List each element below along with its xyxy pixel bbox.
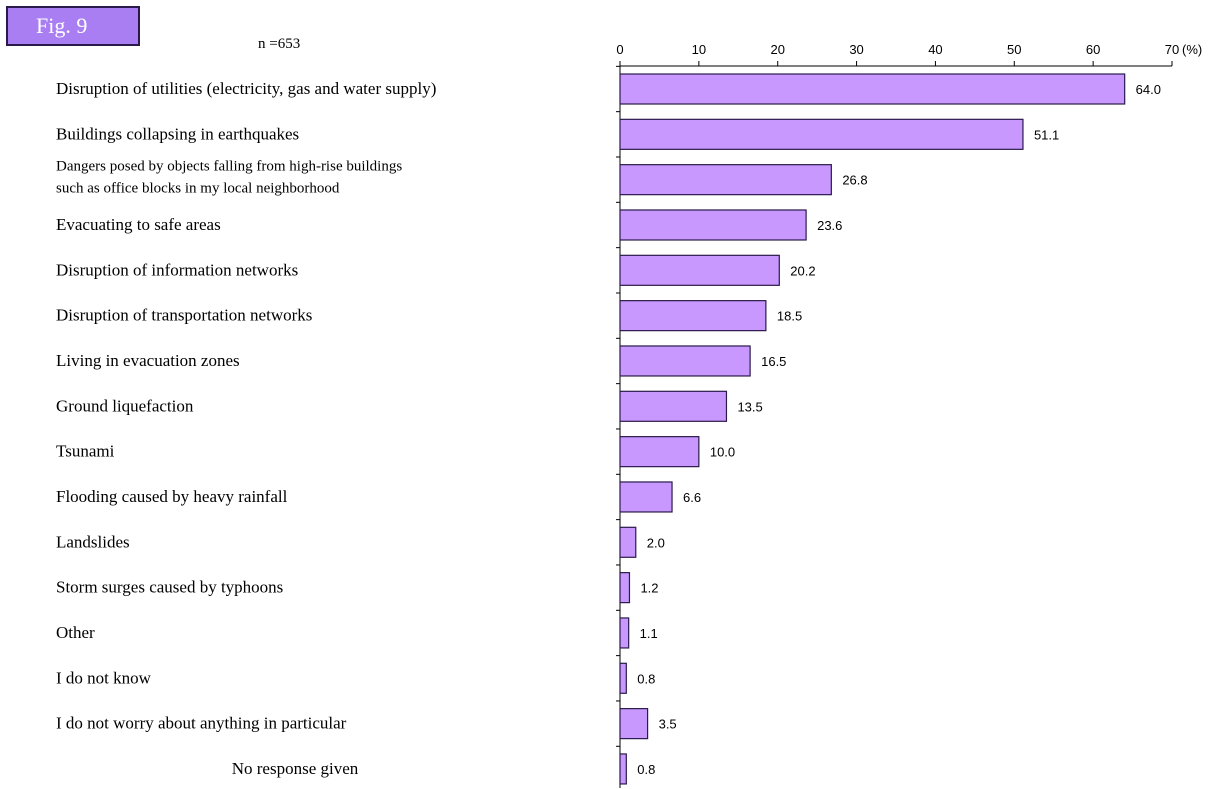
bar	[619, 164, 832, 196]
figure-badge: Fig. 9	[6, 6, 140, 46]
x-tick-label: 0	[616, 42, 623, 57]
category-label: I do not worry about anything in particu…	[56, 714, 347, 733]
bar-value-label: 13.5	[737, 399, 762, 414]
bar-value-label: 26.8	[842, 173, 867, 188]
bar	[619, 118, 1024, 150]
category-label: Evacuating to safe areas	[56, 215, 221, 234]
bar	[619, 662, 627, 694]
sample-size-label: n =653	[258, 36, 301, 52]
category-label: Buildings collapsing in earthquakes	[56, 124, 299, 143]
bar	[619, 209, 807, 241]
bar-value-label: 1.1	[640, 626, 658, 641]
bar-value-label: 6.6	[683, 490, 701, 505]
bar-value-label: 64.0	[1136, 82, 1161, 97]
bar	[619, 481, 673, 513]
bar-value-label: 0.8	[637, 671, 655, 686]
x-tick-label: 40	[928, 42, 942, 57]
category-label: Ground liquefaction	[56, 396, 194, 415]
x-tick-label: 30	[849, 42, 863, 57]
bar-value-label: 16.5	[761, 354, 786, 369]
x-tick-label: 50	[1007, 42, 1021, 57]
x-tick-label: 10	[692, 42, 706, 57]
category-label: Disruption of information networks	[56, 260, 298, 279]
x-axis-unit: (%)	[1182, 42, 1202, 57]
bar	[619, 254, 780, 286]
bar-value-label: 18.5	[777, 309, 802, 324]
bar	[619, 73, 1126, 105]
bar-value-label: 20.2	[790, 263, 815, 278]
bar-value-label: 23.6	[817, 218, 842, 233]
bar	[619, 572, 631, 604]
category-label: such as office blocks in my local neighb…	[56, 181, 340, 197]
category-label: Landslides	[56, 532, 130, 551]
x-tick-label: 70	[1165, 42, 1179, 57]
x-tick-label: 20	[770, 42, 784, 57]
bar	[619, 708, 649, 740]
bar	[619, 345, 751, 377]
bar	[619, 617, 630, 649]
bar	[619, 390, 728, 422]
bar	[619, 753, 627, 785]
bar-value-label: 0.8	[637, 762, 655, 777]
category-label: Dangers posed by objects falling from hi…	[56, 159, 402, 175]
category-label: Storm surges caused by typhoons	[56, 578, 283, 597]
category-label: No response given	[232, 759, 359, 778]
category-label: Tsunami	[56, 442, 115, 461]
bar-value-label: 2.0	[647, 535, 665, 550]
bar-value-label: 51.1	[1034, 127, 1059, 142]
bar-value-label: 10.0	[710, 445, 735, 460]
bar-value-label: 3.5	[659, 717, 677, 732]
bar	[619, 300, 767, 332]
category-label: Disruption of utilities (electricity, ga…	[56, 79, 436, 98]
category-label: Flooding caused by heavy rainfall	[56, 487, 288, 506]
bar-value-label: 1.2	[640, 581, 658, 596]
category-label: I do not know	[56, 668, 152, 687]
category-label: Other	[56, 623, 95, 642]
category-label: Living in evacuation zones	[56, 351, 240, 370]
bar	[619, 526, 637, 558]
category-label: Disruption of transportation networks	[56, 306, 312, 325]
x-tick-label: 60	[1086, 42, 1100, 57]
bar	[619, 436, 700, 468]
